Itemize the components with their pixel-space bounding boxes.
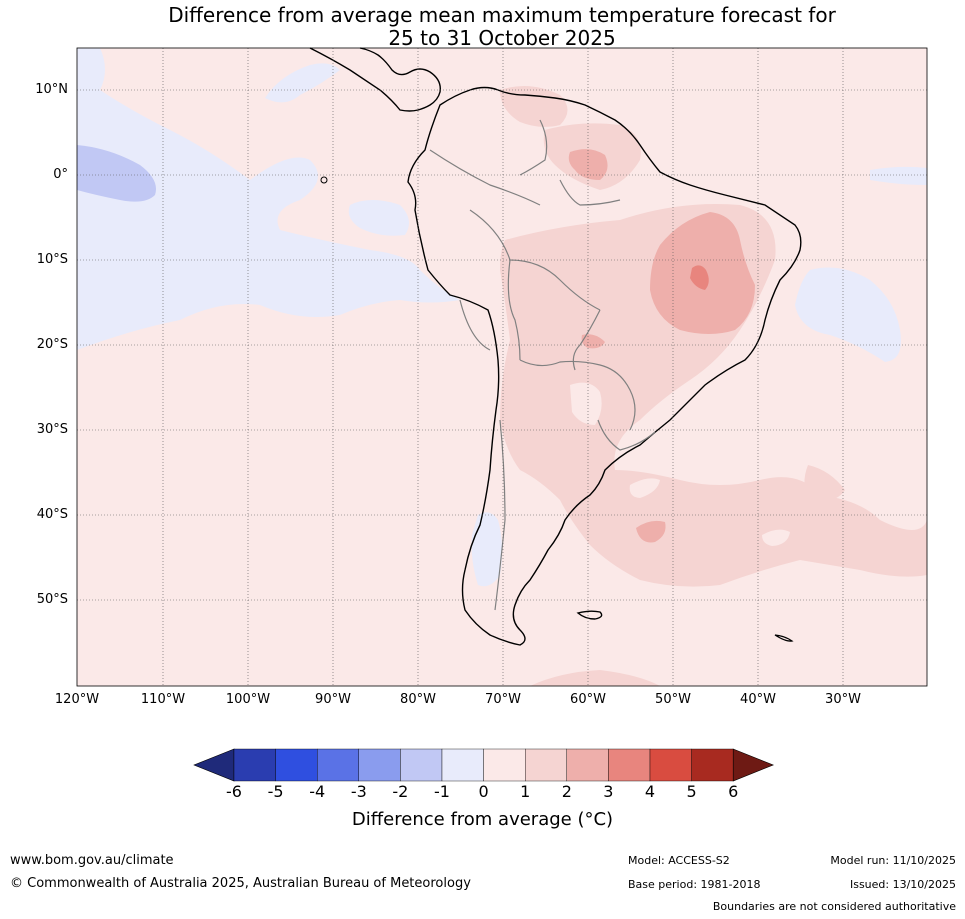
colorbar-tick-label: 1 [520,782,531,801]
lon-label: 40°W [740,692,776,707]
colorbar-tick-label: 2 [561,782,572,801]
negative-anomaly-pacific [77,48,460,350]
colorbar-tick-label: -2 [392,782,409,801]
falkland-islands [576,610,603,620]
colorbar-tick-label: -3 [350,782,367,801]
positive-anomaly-3-4 [690,265,709,290]
graticule [77,48,927,686]
negative-anomaly-patagonia [471,512,503,587]
lat-label: 0° [53,167,68,182]
positive-anomaly-1-2-far-south [530,670,660,686]
colorbar-title: Difference from average (°C) [351,809,614,830]
positive-anomaly-1-2-south-atlantic [804,465,845,502]
colorbar-tick-label: -4 [309,782,326,801]
negative-anomaly-north [265,63,340,103]
lon-label: 70°W [485,692,521,707]
website-link[interactable]: www.bom.gov.au/climate [10,853,174,868]
negative-anomaly-east-equator [870,166,927,185]
map-frame [76,47,928,687]
disclaimer: Boundaries are not considered authoritat… [712,900,956,913]
colorbar-tick-label: -5 [267,782,284,801]
lon-label: 80°W [400,692,436,707]
title-line-1: Difference from average mean maximum tem… [168,3,836,27]
issued-date: Issued: 13/10/2025 [849,878,956,891]
neutral-patch-southeast [762,529,790,546]
colorbar-tick-label: 5 [686,782,697,801]
coastline-central-america [309,47,441,112]
negative-anomaly-west-coast [348,200,409,236]
galapagos [320,176,328,184]
lon-label: 110°W [140,692,186,707]
colorbar-tick-label: 6 [728,782,739,801]
neutral-patch-south [629,478,660,498]
lat-label: 20°S [36,337,68,352]
model-name: Model: ACCESS-S2 [628,854,730,867]
south-georgia [774,634,794,642]
lat-label: 10°N [35,82,68,97]
lat-label: 10°S [36,252,68,267]
lon-label: 60°W [570,692,606,707]
positive-anomaly-1-2-north [500,86,568,127]
lon-label: 90°W [315,692,351,707]
positive-anomaly-1-2-south [500,204,927,587]
lon-label: 30°W [825,692,861,707]
lat-label: 30°S [36,422,68,437]
lat-label: 50°S [36,592,68,607]
negative-anomaly-atlantic [795,267,901,362]
map-background-anomaly-0-1 [77,48,927,686]
title-line-2: 25 to 31 October 2025 [388,26,616,50]
colorbar-tick-label: 0 [478,782,489,801]
map-title: Difference from average mean maximum tem… [77,4,927,50]
model-run: Model run: 11/10/2025 [830,854,956,867]
coastline-south-america [407,86,802,646]
colorbar-tick-label: 3 [603,782,614,801]
lon-label: 50°W [655,692,691,707]
lon-label: 100°W [225,692,271,707]
base-period: Base period: 1981-2018 [628,878,761,891]
copyright: © Commonwealth of Australia 2025, Austra… [10,876,471,891]
lon-label: 120°W [54,692,100,707]
positive-anomaly-2-3-guianas [568,149,608,180]
colorbar-tick-label: 4 [644,782,656,801]
negative-anomaly-2 [77,145,156,202]
lat-label: 40°S [36,507,68,522]
country-borders [429,119,656,611]
positive-anomaly-2-3-argentina [636,520,666,543]
neutral-patch-argentina [570,382,602,425]
colorbar-tick-label: -6 [226,782,242,801]
colorbar-tick-label: -1 [434,782,450,801]
